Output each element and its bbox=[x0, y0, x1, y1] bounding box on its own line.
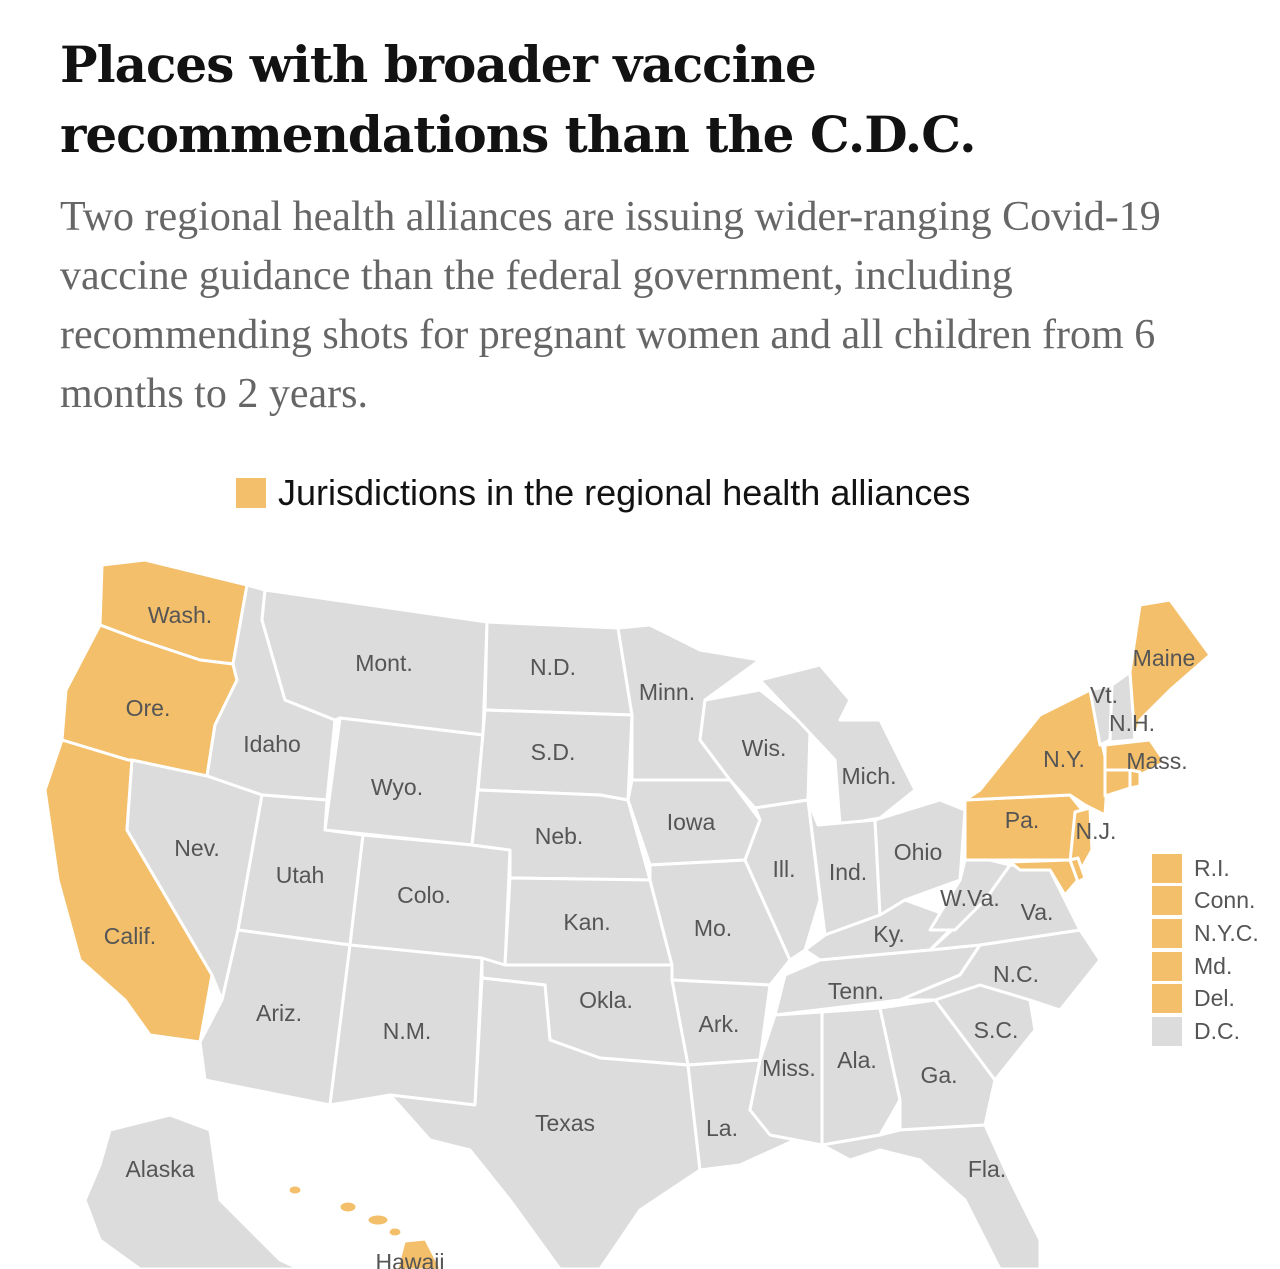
label-ind: Ind. bbox=[829, 859, 867, 885]
label-neb: Neb. bbox=[535, 823, 584, 849]
label-mich: Mich. bbox=[842, 763, 897, 789]
small-jurisdiction-swatch bbox=[1152, 886, 1182, 916]
state-labels-layer: Wash. Ore. Calif. Idaho Nev. Mont. Wyo. … bbox=[104, 602, 1196, 1269]
small-jurisdiction-label: N.Y.C. bbox=[1194, 919, 1259, 946]
label-minn: Minn. bbox=[639, 679, 695, 705]
label-wash: Wash. bbox=[148, 602, 212, 628]
state-del[interactable] bbox=[1068, 856, 1087, 884]
label-ark: Ark. bbox=[699, 1011, 740, 1037]
label-colo: Colo. bbox=[397, 882, 451, 908]
label-iowa: Iowa bbox=[667, 809, 716, 835]
us-map: Wash. Ore. Calif. Idaho Nev. Mont. Wyo. … bbox=[0, 540, 1280, 1269]
map-legend: Jurisdictions in the regional health all… bbox=[236, 470, 970, 516]
label-calif: Calif. bbox=[104, 923, 156, 949]
label-nm: N.M. bbox=[383, 1018, 432, 1044]
small-jurisdictions-legend: R.I. Conn. N.Y.C. Md. Del. D.C. bbox=[1152, 852, 1280, 1048]
label-nev: Nev. bbox=[174, 835, 220, 861]
label-ga: Ga. bbox=[920, 1062, 957, 1088]
label-wva: W.Va. bbox=[940, 885, 1000, 911]
state-fla[interactable] bbox=[820, 1123, 1042, 1269]
label-ala: Ala. bbox=[837, 1047, 877, 1073]
label-va: Va. bbox=[1021, 899, 1054, 925]
small-jurisdiction-label: Conn. bbox=[1194, 887, 1256, 914]
states-layer bbox=[43, 558, 1212, 1269]
state-ri[interactable] bbox=[1128, 768, 1142, 790]
headline: Places with broader vaccine recommendati… bbox=[60, 30, 1210, 170]
label-ny: N.Y. bbox=[1043, 746, 1085, 772]
label-maine: Maine bbox=[1133, 645, 1196, 671]
headline-line-2: recommendations than the C.D.C. bbox=[60, 105, 977, 164]
state-ala[interactable] bbox=[820, 1006, 902, 1147]
label-fla: Fla. bbox=[968, 1156, 1006, 1182]
label-nh: N.H. bbox=[1109, 710, 1155, 736]
label-sd: S.D. bbox=[531, 739, 576, 765]
label-ore: Ore. bbox=[126, 695, 171, 721]
small-jurisdiction-swatch bbox=[1152, 918, 1182, 948]
state-mass[interactable] bbox=[1103, 738, 1167, 777]
label-mont: Mont. bbox=[355, 650, 413, 676]
label-pa: Pa. bbox=[1005, 807, 1040, 833]
label-mass: Mass. bbox=[1126, 748, 1187, 774]
label-nc: N.C. bbox=[993, 961, 1039, 987]
label-tenn: Tenn. bbox=[828, 978, 884, 1004]
label-miss: Miss. bbox=[762, 1055, 816, 1081]
label-nj: N.J. bbox=[1076, 818, 1117, 844]
label-hawaii: Hawaii bbox=[375, 1249, 444, 1269]
small-jurisdiction-swatch bbox=[1152, 853, 1182, 883]
small-jurisdiction-label: R.I. bbox=[1194, 854, 1230, 881]
state-alaska[interactable] bbox=[83, 1113, 302, 1269]
label-alaska: Alaska bbox=[125, 1156, 194, 1182]
label-texas: Texas bbox=[535, 1110, 595, 1136]
small-jurisdiction-row: Md. bbox=[1152, 950, 1280, 983]
label-wis: Wis. bbox=[742, 735, 787, 761]
label-ariz: Ariz. bbox=[256, 1000, 302, 1026]
small-jurisdiction-row: D.C. bbox=[1152, 1015, 1280, 1048]
state-maine[interactable] bbox=[1128, 598, 1212, 742]
state-ny[interactable] bbox=[963, 688, 1110, 817]
us-map-svg: Wash. Ore. Calif. Idaho Nev. Mont. Wyo. … bbox=[43, 558, 1212, 1269]
label-ky: Ky. bbox=[873, 921, 905, 947]
label-nd: N.D. bbox=[530, 654, 576, 680]
legend-swatch bbox=[236, 478, 266, 508]
label-la: La. bbox=[706, 1115, 738, 1141]
label-ohio: Ohio bbox=[894, 839, 943, 865]
small-jurisdiction-row: R.I. bbox=[1152, 852, 1280, 885]
small-jurisdiction-row: N.Y.C. bbox=[1152, 917, 1280, 950]
headline-line-1: Places with broader vaccine bbox=[60, 35, 817, 94]
legend-label: Jurisdictions in the regional health all… bbox=[278, 472, 971, 513]
small-jurisdiction-swatch bbox=[1152, 984, 1182, 1014]
small-jurisdiction-row: Conn. bbox=[1152, 885, 1280, 918]
small-jurisdiction-swatch bbox=[1152, 951, 1182, 981]
label-sc: S.C. bbox=[974, 1017, 1019, 1043]
label-ill: Ill. bbox=[773, 856, 796, 882]
label-kan: Kan. bbox=[563, 909, 610, 935]
label-okla: Okla. bbox=[579, 987, 633, 1013]
label-idaho: Idaho bbox=[243, 731, 301, 757]
small-jurisdiction-swatch bbox=[1152, 1016, 1182, 1046]
small-jurisdiction-label: Del. bbox=[1194, 985, 1235, 1012]
small-jurisdiction-label: D.C. bbox=[1194, 1017, 1240, 1044]
small-jurisdiction-row: Del. bbox=[1152, 982, 1280, 1015]
state-mich[interactable] bbox=[758, 663, 917, 827]
label-vt: Vt. bbox=[1090, 682, 1118, 708]
label-utah: Utah bbox=[276, 862, 325, 888]
state-hawaii[interactable] bbox=[288, 1185, 441, 1269]
label-mo: Mo. bbox=[694, 915, 732, 941]
label-wyo: Wyo. bbox=[371, 774, 423, 800]
small-jurisdiction-label: Md. bbox=[1194, 952, 1233, 979]
state-texas[interactable] bbox=[388, 976, 702, 1269]
dek: Two regional health alliances are issuin… bbox=[60, 194, 1161, 417]
